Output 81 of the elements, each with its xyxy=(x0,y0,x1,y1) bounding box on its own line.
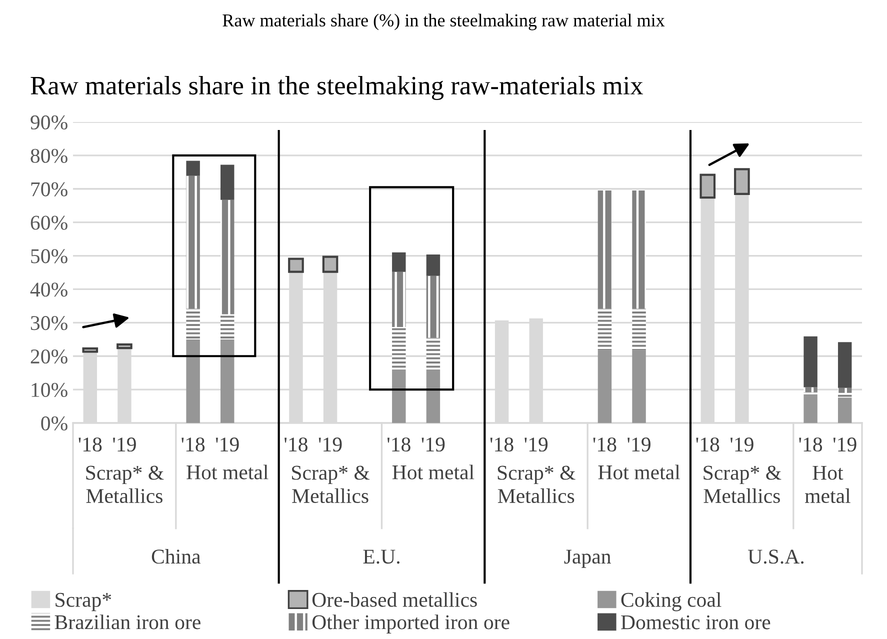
x-tick-label: '18 xyxy=(490,437,514,452)
bar xyxy=(288,258,304,273)
bar xyxy=(426,276,440,338)
bar xyxy=(426,338,440,370)
bar xyxy=(186,160,200,176)
x-tick-label: '19 xyxy=(524,438,548,452)
bar xyxy=(220,314,234,340)
y-tick-label: 30% xyxy=(30,316,68,330)
text: Scrap* & Metallics xyxy=(86,466,164,504)
bar xyxy=(82,347,98,353)
y-tick-label: 70% xyxy=(31,182,68,196)
x-tick-label: '19 xyxy=(628,438,650,452)
legend-label: Other imported iron ore xyxy=(312,614,510,634)
y-tick-label: 50% xyxy=(31,249,68,264)
bar xyxy=(186,176,200,309)
x-tick-label: '18 xyxy=(78,437,102,452)
bar xyxy=(392,369,406,423)
y-tick-label: 0% xyxy=(41,416,68,430)
bar xyxy=(392,327,406,370)
bar xyxy=(804,387,818,392)
text: Hot metal xyxy=(186,464,268,480)
bar xyxy=(220,200,234,314)
x-tick-label: '18 xyxy=(593,437,616,452)
x-tick-label: '19 xyxy=(833,438,856,452)
x-tick-label: '19 xyxy=(422,438,445,452)
bar xyxy=(632,308,646,350)
bar xyxy=(186,308,200,340)
bar xyxy=(426,369,440,423)
text: Scrap* & Metallics xyxy=(498,466,576,504)
text: U.S.A. xyxy=(748,550,804,564)
text: Hot metal xyxy=(392,464,474,480)
text: Scrap* & Metallics xyxy=(704,466,782,504)
bar xyxy=(838,398,852,423)
bar xyxy=(838,392,852,398)
bar xyxy=(322,256,338,273)
bar xyxy=(116,343,132,350)
text: Hot metal xyxy=(804,466,850,504)
bar xyxy=(804,394,818,423)
bar xyxy=(426,254,440,276)
text: China xyxy=(152,549,201,564)
bar xyxy=(186,339,200,423)
chart-title: Raw materials share (%) in the steelmaking raw material mix xyxy=(222,14,665,30)
chart-subtitle: Raw materials share in the steelmaking raw-materials mix xyxy=(30,76,644,100)
bar xyxy=(804,336,818,388)
legend-label: Domestic iron ore xyxy=(621,615,770,630)
bar xyxy=(838,342,852,388)
text: E.U. xyxy=(363,550,400,564)
y-tick-label: 20% xyxy=(30,349,68,364)
y-tick-label: 40% xyxy=(30,282,68,297)
bar xyxy=(392,272,406,328)
text: Hot metal xyxy=(598,464,680,480)
x-tick-label: '18 xyxy=(387,437,410,452)
bar xyxy=(700,174,716,199)
x-tick-label: '18 xyxy=(182,437,205,452)
legend-label: Scrap* xyxy=(56,592,112,612)
legend-label: Brazilian iron ore xyxy=(54,614,200,630)
bar xyxy=(632,350,646,423)
y-tick-label: 60% xyxy=(30,216,68,230)
y-tick-label: 90% xyxy=(30,115,68,130)
text: Scrap* & Metallics xyxy=(292,466,370,504)
legend-label: Ore-based metallics xyxy=(312,592,477,607)
bar xyxy=(598,308,612,350)
x-tick-label: '18 xyxy=(284,437,308,452)
bar xyxy=(632,190,646,309)
x-tick-label: '19 xyxy=(113,438,136,452)
bar xyxy=(220,339,234,423)
x-tick-label: '19 xyxy=(318,438,342,452)
x-tick-label: '18 xyxy=(696,437,720,452)
y-tick-label: 80% xyxy=(30,148,68,163)
y-tick-label: 10% xyxy=(32,382,68,398)
x-tick-label: '19 xyxy=(216,438,239,452)
x-tick-label: '18 xyxy=(799,437,822,452)
legend-label: Coking coal xyxy=(621,592,722,612)
bar xyxy=(392,252,406,272)
bar xyxy=(838,388,852,393)
x-tick-label: '19 xyxy=(730,438,754,452)
bar xyxy=(598,190,612,309)
bar xyxy=(220,164,234,200)
bar xyxy=(598,350,612,423)
bar xyxy=(734,168,750,195)
text: Japan xyxy=(564,550,611,568)
